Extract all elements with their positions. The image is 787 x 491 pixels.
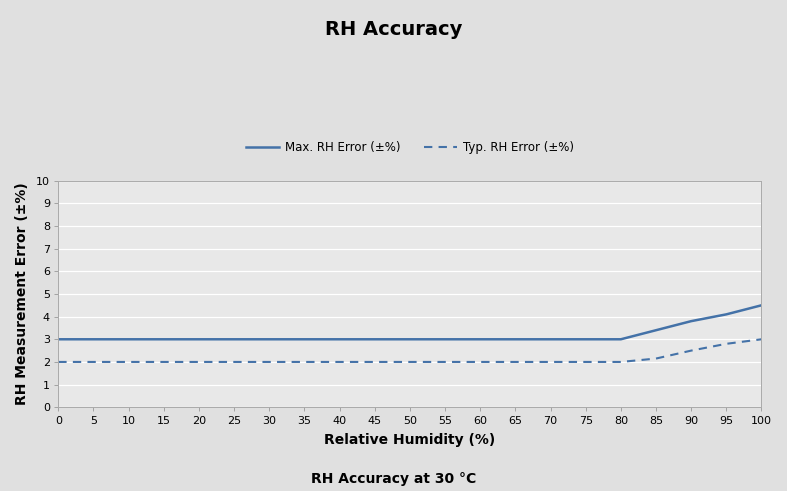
Y-axis label: RH Measurement Error (±%): RH Measurement Error (±%) <box>15 183 29 406</box>
Max. RH Error (±%) <box>54 336 63 342</box>
Typ. RH Error (±%) <box>722 341 731 347</box>
Legend: Max. RH Error (±%), Typ. RH Error (±%): Max. RH Error (±%), Typ. RH Error (±%) <box>241 136 578 159</box>
Text: RH Accuracy: RH Accuracy <box>325 20 462 39</box>
X-axis label: Relative Humidity (%): Relative Humidity (%) <box>324 433 496 446</box>
Typ. RH Error (±%) <box>652 355 661 361</box>
Line: Typ. RH Error (±%): Typ. RH Error (±%) <box>58 339 762 362</box>
Line: Max. RH Error (±%): Max. RH Error (±%) <box>58 305 762 339</box>
Typ. RH Error (±%) <box>686 348 696 354</box>
Typ. RH Error (±%) <box>54 359 63 365</box>
Max. RH Error (±%) <box>686 318 696 324</box>
Max. RH Error (±%) <box>722 311 731 317</box>
Text: RH Accuracy at 30 °C: RH Accuracy at 30 °C <box>311 472 476 486</box>
Max. RH Error (±%) <box>616 336 626 342</box>
Typ. RH Error (±%) <box>616 359 626 365</box>
Typ. RH Error (±%) <box>757 336 767 342</box>
Max. RH Error (±%) <box>757 302 767 308</box>
